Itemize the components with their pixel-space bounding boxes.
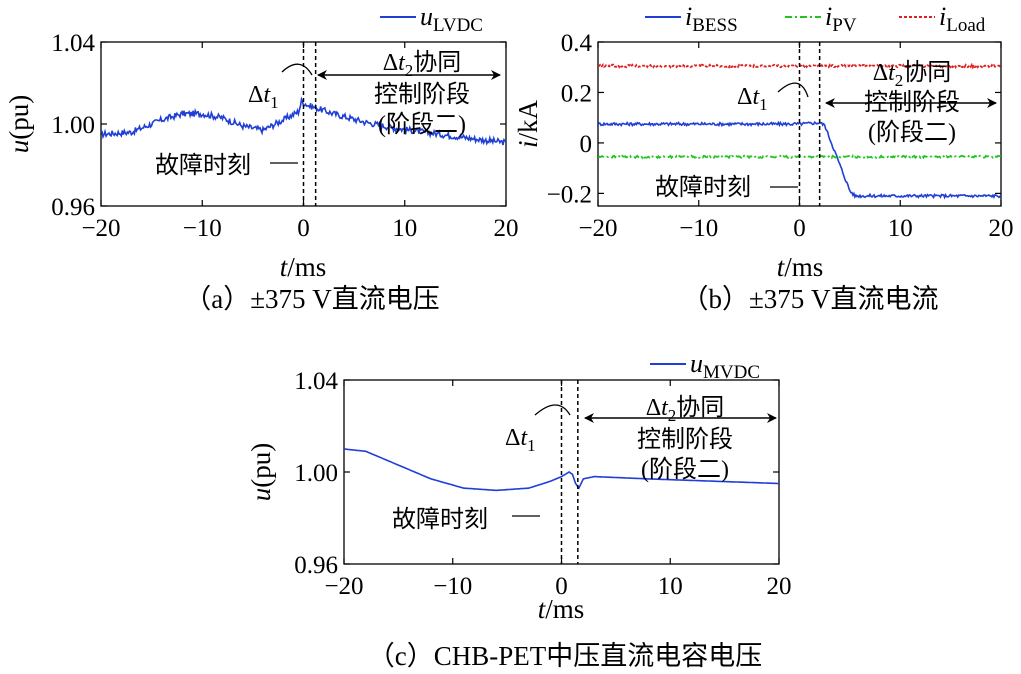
legend-label-mvdc: uMVDC <box>690 349 760 383</box>
x-tick-label: −20 <box>578 215 617 242</box>
fault-time-label: 故障时刻 <box>155 152 251 179</box>
y-tick-label: 0.2 <box>561 80 592 107</box>
x-tick-label: 10 <box>888 215 913 242</box>
legend-label-bess: iBESS <box>685 2 738 36</box>
y-tick-label: 0 <box>580 131 593 158</box>
y-tick-label: 1.04 <box>51 30 95 57</box>
stage-label-line2: 控制阶段 <box>637 426 733 453</box>
x-axis-label: t/ms <box>538 594 585 624</box>
x-tick-label: 0 <box>555 573 568 600</box>
dt2-label: Δt2协同 <box>873 59 952 90</box>
dt1-label: Δt1 <box>737 84 768 114</box>
x-tick-label: 20 <box>767 573 792 600</box>
dt1-arc <box>534 404 571 416</box>
stage-label-line2: 控制阶段 <box>864 89 960 116</box>
fault-time-label: 故障时刻 <box>655 174 751 201</box>
x-axis-label: t/ms <box>280 252 327 282</box>
series-line-mvdc <box>344 448 779 492</box>
x-tick-label: 0 <box>297 215 310 242</box>
stage-label-line3: (阶段二) <box>868 119 956 146</box>
x-tick-label: −10 <box>183 215 222 242</box>
chart-caption: （c）CHB-PET中压直流电容电压 <box>368 641 763 671</box>
x-tick-label: −20 <box>324 573 363 600</box>
x-tick-label: 20 <box>989 215 1014 242</box>
y-tick-label: 0.96 <box>51 194 95 221</box>
x-tick-label: 10 <box>392 215 417 242</box>
dt1-arc <box>777 82 809 98</box>
y-tick-label: −0.2 <box>547 181 592 208</box>
x-tick-label: 0 <box>793 215 806 242</box>
dt1-label: Δt1 <box>248 82 279 112</box>
stage-label-line3: (阶段二) <box>378 111 466 138</box>
chart-b: −20 −10 0 10 20 −0.2 0 0.2 0.4 t/ms i/kA （b）±375 V直… <box>513 2 1014 314</box>
y-tick-label: 0.4 <box>561 30 593 57</box>
x-tick-label: 20 <box>494 215 519 242</box>
dt1-label: Δt1 <box>505 425 536 455</box>
x-tick-label: −10 <box>679 215 718 242</box>
stage-label-line3: (阶段二) <box>641 456 729 483</box>
x-tick-label: 10 <box>658 573 683 600</box>
x-axis-label: t/ms <box>777 252 824 282</box>
chart-c: −20 −10 0 10 20 0.96 1.00 1.04 t/ms u(pu) （c）CHB-P… <box>246 349 792 671</box>
dt1-arc <box>281 63 313 76</box>
y-tick-label: 1.04 <box>294 368 338 395</box>
y-axis-label: u(pu) <box>4 95 34 153</box>
dt2-label: Δt2协同 <box>383 49 462 80</box>
y-tick-label: 0.96 <box>294 552 338 579</box>
y-tick-label: 1.00 <box>51 112 95 139</box>
stage-label-line2: 控制阶段 <box>374 81 470 108</box>
legend-label-lvdc: uLVDC <box>420 2 483 36</box>
y-axis-label: u(pu) <box>246 443 276 501</box>
chart-caption: （a）±375 V直流电压 <box>184 284 440 314</box>
legend-label-pv: iPV <box>825 2 857 36</box>
series-line-load <box>598 62 1001 70</box>
x-tick-label: −20 <box>81 215 120 242</box>
chart-a: −20 −10 0 10 20 0.96 1.00 1.04 t/ms u(pu) （a）±375 … <box>4 2 519 314</box>
y-axis-label: i/kA <box>513 99 543 148</box>
x-tick-label: −10 <box>433 573 472 600</box>
fault-time-label: 故障时刻 <box>392 506 488 533</box>
dt2-label: Δt2协同 <box>646 394 725 425</box>
chart-caption: （b）±375 V直流电流 <box>681 284 938 314</box>
y-tick-label: 1.00 <box>294 460 338 487</box>
legend-label-load: iLoad <box>939 2 986 36</box>
